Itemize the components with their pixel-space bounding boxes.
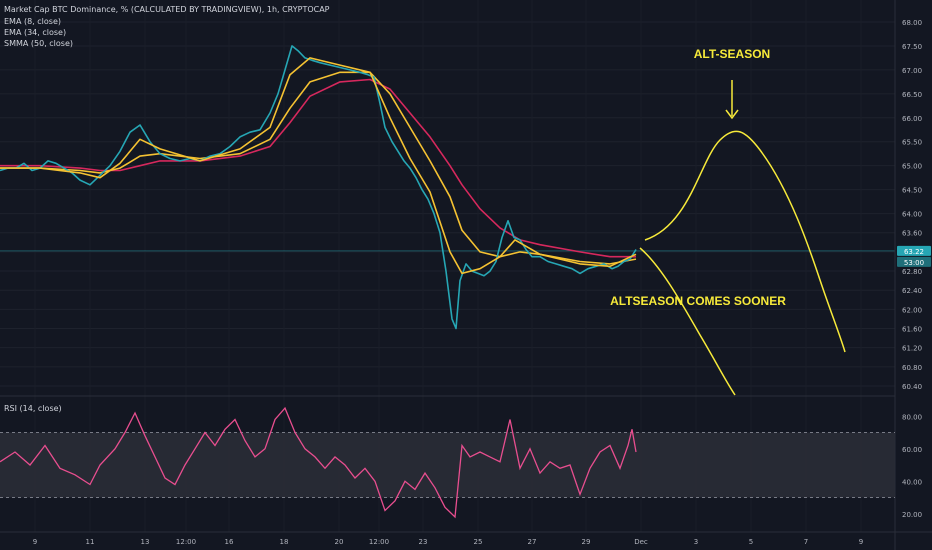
y-tick-label: 61.60: [902, 326, 922, 334]
x-tick-label: 29: [582, 538, 591, 546]
y-tick-label: 63.60: [902, 230, 922, 238]
annotation-layer: ALT-SEASON ALTSEASON COMES SOONER: [610, 47, 846, 396]
x-tick-label: 11: [86, 538, 95, 546]
y-tick-label: 64.00: [902, 211, 922, 219]
x-tick-label: 13: [141, 538, 150, 546]
rsi-line: [0, 406, 637, 519]
altseason-sooner-label: ALTSEASON COMES SOONER: [610, 294, 786, 308]
rsi-y-tick-label: 80.00: [902, 413, 922, 421]
x-tick-label: 7: [804, 538, 808, 546]
ema34-line: [0, 71, 637, 265]
rsi-y-tick-label: 40.00: [902, 478, 922, 486]
y-tick-label: 60.80: [902, 364, 922, 372]
rsi-y-tick-label: 20.00: [902, 511, 922, 519]
altseason-sooner-curve: [639, 247, 736, 396]
y-tick-label: 62.40: [902, 287, 922, 295]
rsi-y-tick-label: 60.00: [902, 446, 922, 454]
x-tick-label: 18: [280, 538, 289, 546]
time-axis: 9 11 13 12:00 16 18 20 12:00 23 25 27 29 Dec 3 5 7 9: [33, 538, 863, 546]
ema8-line: [0, 57, 637, 275]
x-tick-label: 23: [419, 538, 428, 546]
last-price-value: 63.22: [904, 248, 924, 256]
countdown-value: 53:00: [904, 259, 924, 267]
y-tick-label: 66.00: [902, 115, 922, 123]
countdown-badge: [897, 256, 931, 267]
chart-title: Market Cap BTC Dominance, % (CALCULATED …: [4, 5, 330, 14]
x-tick-label: 3: [694, 538, 698, 546]
rsi-axis: 80.00 60.00 40.00 20.00: [902, 413, 922, 519]
last-price-badge: [897, 245, 931, 256]
indicator-ema34-label[interactable]: EMA (34, close): [4, 28, 67, 37]
x-tick-label: 25: [474, 538, 483, 546]
series-layer: [0, 45, 637, 519]
y-tick-label: 61.20: [902, 345, 922, 353]
x-tick-label: 20: [335, 538, 344, 546]
y-tick-label: 67.00: [902, 67, 922, 75]
x-tick-label: 5: [749, 538, 753, 546]
y-tick-label: 68.00: [902, 19, 922, 27]
rsi-band: [0, 432, 895, 498]
alt-season-arc: [644, 130, 846, 353]
x-tick-label: 9: [859, 538, 863, 546]
alt-season-label: ALT-SEASON: [694, 47, 770, 61]
x-tick-label: 16: [225, 538, 234, 546]
x-tick-label: 27: [528, 538, 537, 546]
y-tick-label: 62.00: [902, 306, 922, 314]
y-tick-label: 67.50: [902, 43, 922, 51]
last-price-labels: 63.22 53:00: [897, 245, 931, 267]
y-tick-label: 62.80: [902, 268, 922, 276]
y-tick-label: 65.00: [902, 163, 922, 171]
x-tick-label: 12:00: [369, 538, 389, 546]
indicator-ema8-label[interactable]: EMA (8, close): [4, 17, 61, 26]
rsi-title[interactable]: RSI (14, close): [4, 404, 62, 413]
x-tick-label: 9: [33, 538, 37, 546]
x-tick-label: Dec: [634, 538, 648, 546]
y-tick-label: 64.50: [902, 187, 922, 195]
arrow-head-icon: [725, 109, 739, 120]
y-tick-label: 66.50: [902, 91, 922, 99]
price-axis: 68.00 67.50 67.00 66.50 66.00 65.50 65.00 64.50…: [902, 19, 922, 391]
rsi-band-fill: [0, 432, 895, 498]
indicator-smma50-label[interactable]: SMMA (50, close): [4, 39, 74, 48]
x-tick-label: 12:00: [176, 538, 196, 546]
y-tick-label: 65.50: [902, 139, 922, 147]
y-tick-label: 60.40: [902, 383, 922, 391]
